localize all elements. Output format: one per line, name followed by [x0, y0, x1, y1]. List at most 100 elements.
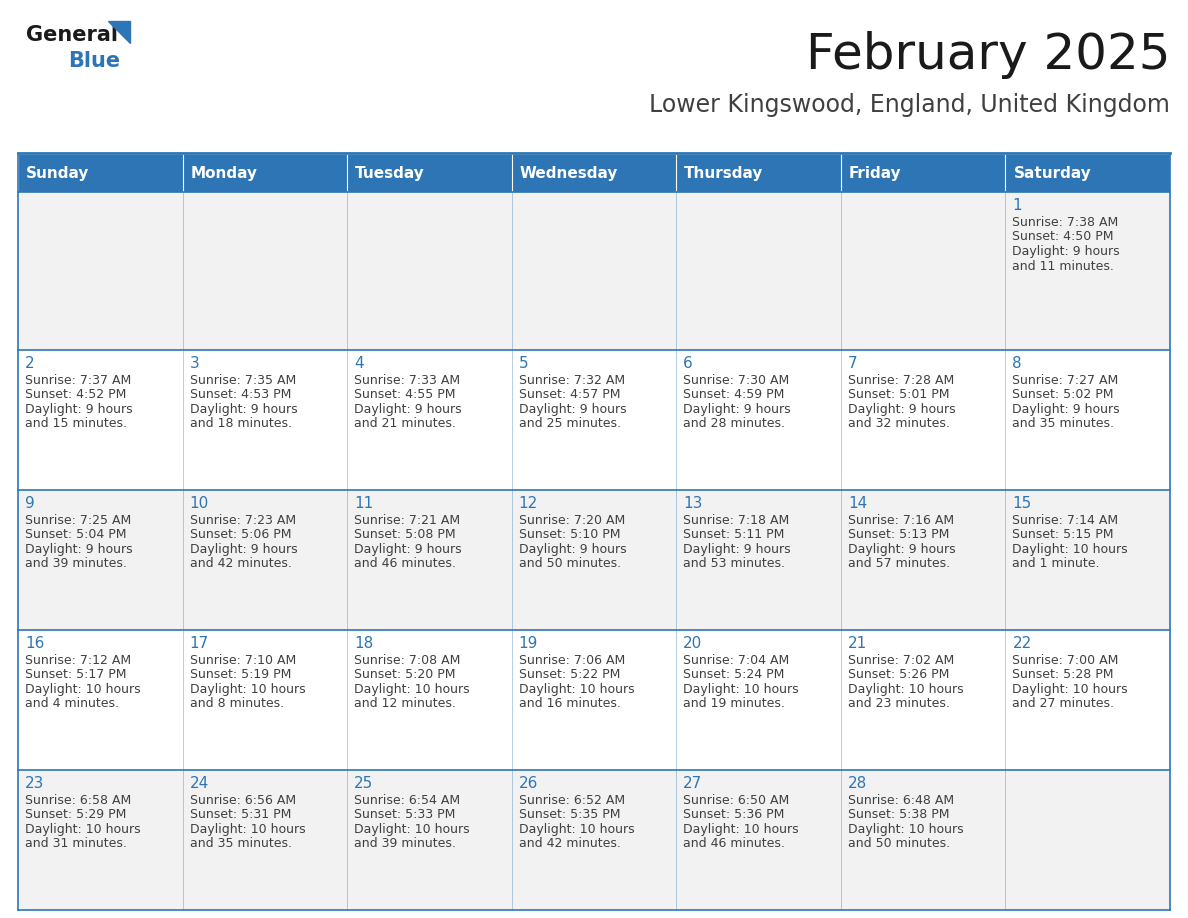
Bar [841, 770, 1005, 910]
Text: Daylight: 10 hours: Daylight: 10 hours [190, 823, 305, 836]
Text: 27: 27 [683, 776, 702, 791]
Text: Sunrise: 7:18 AM: Sunrise: 7:18 AM [683, 514, 790, 527]
Text: Daylight: 9 hours: Daylight: 9 hours [190, 403, 297, 416]
Text: Sunset: 5:11 PM: Sunset: 5:11 PM [683, 529, 784, 542]
Text: 28: 28 [848, 776, 867, 791]
Text: and 42 minutes.: and 42 minutes. [190, 557, 291, 570]
Text: and 31 minutes.: and 31 minutes. [25, 837, 127, 850]
Text: 8: 8 [1012, 356, 1022, 371]
Text: Thursday: Thursday [684, 166, 764, 181]
Text: Tuesday: Tuesday [355, 166, 425, 181]
Text: and 18 minutes.: and 18 minutes. [190, 418, 291, 431]
Text: Sunset: 5:29 PM: Sunset: 5:29 PM [25, 809, 126, 822]
Bar [841, 192, 1005, 350]
Text: 21: 21 [848, 636, 867, 651]
Text: 3: 3 [190, 356, 200, 371]
Text: and 23 minutes.: and 23 minutes. [848, 698, 949, 711]
Text: and 27 minutes.: and 27 minutes. [1012, 698, 1114, 711]
Text: 10: 10 [190, 496, 209, 511]
Text: 15: 15 [1012, 496, 1031, 511]
Text: Wednesday: Wednesday [519, 166, 618, 181]
Text: Daylight: 10 hours: Daylight: 10 hours [190, 683, 305, 696]
Text: Daylight: 10 hours: Daylight: 10 hours [683, 683, 798, 696]
Bar [512, 630, 676, 770]
Text: Daylight: 10 hours: Daylight: 10 hours [25, 823, 140, 836]
Text: 22: 22 [1012, 636, 1031, 651]
Text: Daylight: 9 hours: Daylight: 9 hours [683, 543, 791, 556]
Text: Sunrise: 7:35 AM: Sunrise: 7:35 AM [190, 374, 296, 387]
Text: Sunset: 5:15 PM: Sunset: 5:15 PM [1012, 529, 1114, 542]
Text: 17: 17 [190, 636, 209, 651]
Text: Daylight: 10 hours: Daylight: 10 hours [519, 683, 634, 696]
Text: 23: 23 [25, 776, 44, 791]
Text: and 8 minutes.: and 8 minutes. [190, 698, 284, 711]
Bar [512, 770, 676, 910]
Text: Blue: Blue [68, 51, 120, 71]
Text: Daylight: 9 hours: Daylight: 9 hours [1012, 245, 1120, 258]
Text: Sunset: 5:35 PM: Sunset: 5:35 PM [519, 809, 620, 822]
Text: Sunrise: 6:48 AM: Sunrise: 6:48 AM [848, 794, 954, 807]
Text: Sunrise: 7:02 AM: Sunrise: 7:02 AM [848, 654, 954, 667]
Text: and 35 minutes.: and 35 minutes. [1012, 418, 1114, 431]
Text: Sunrise: 6:50 AM: Sunrise: 6:50 AM [683, 794, 790, 807]
Bar [512, 350, 676, 490]
Text: Sunrise: 7:30 AM: Sunrise: 7:30 AM [683, 374, 790, 387]
Text: Sunrise: 7:38 AM: Sunrise: 7:38 AM [1012, 216, 1119, 229]
Text: and 19 minutes.: and 19 minutes. [683, 698, 785, 711]
Text: Saturday: Saturday [1013, 166, 1092, 181]
Text: Daylight: 9 hours: Daylight: 9 hours [683, 403, 791, 416]
Text: 26: 26 [519, 776, 538, 791]
Bar [183, 155, 347, 192]
Text: and 21 minutes.: and 21 minutes. [354, 418, 456, 431]
Bar [347, 192, 512, 350]
Bar [18, 350, 183, 490]
Bar [676, 770, 841, 910]
Bar [676, 350, 841, 490]
Bar [512, 490, 676, 630]
Text: General: General [26, 25, 118, 45]
Bar [347, 155, 512, 192]
Text: Sunrise: 7:20 AM: Sunrise: 7:20 AM [519, 514, 625, 527]
Bar [1005, 630, 1170, 770]
Text: and 4 minutes.: and 4 minutes. [25, 698, 119, 711]
Text: 7: 7 [848, 356, 858, 371]
Text: 9: 9 [25, 496, 34, 511]
Text: and 28 minutes.: and 28 minutes. [683, 418, 785, 431]
Text: Monday: Monday [190, 166, 258, 181]
Text: Sunrise: 7:21 AM: Sunrise: 7:21 AM [354, 514, 460, 527]
Text: 14: 14 [848, 496, 867, 511]
Text: Sunset: 4:57 PM: Sunset: 4:57 PM [519, 388, 620, 401]
Bar [347, 630, 512, 770]
Text: Daylight: 9 hours: Daylight: 9 hours [1012, 403, 1120, 416]
Bar [676, 192, 841, 350]
Text: Sunrise: 7:25 AM: Sunrise: 7:25 AM [25, 514, 131, 527]
Text: Sunrise: 7:14 AM: Sunrise: 7:14 AM [1012, 514, 1119, 527]
Polygon shape [108, 21, 129, 43]
Text: 18: 18 [354, 636, 373, 651]
Text: Sunrise: 7:08 AM: Sunrise: 7:08 AM [354, 654, 461, 667]
Text: Sunset: 5:31 PM: Sunset: 5:31 PM [190, 809, 291, 822]
Text: Daylight: 10 hours: Daylight: 10 hours [848, 683, 963, 696]
Text: 25: 25 [354, 776, 373, 791]
Text: Sunset: 5:36 PM: Sunset: 5:36 PM [683, 809, 784, 822]
Text: Daylight: 10 hours: Daylight: 10 hours [519, 823, 634, 836]
Text: February 2025: February 2025 [805, 31, 1170, 79]
Text: Sunset: 5:19 PM: Sunset: 5:19 PM [190, 668, 291, 681]
Text: 6: 6 [683, 356, 693, 371]
Text: and 42 minutes.: and 42 minutes. [519, 837, 620, 850]
Text: 11: 11 [354, 496, 373, 511]
Text: 1: 1 [1012, 198, 1022, 213]
Text: Sunset: 5:22 PM: Sunset: 5:22 PM [519, 668, 620, 681]
Text: Sunset: 5:24 PM: Sunset: 5:24 PM [683, 668, 784, 681]
Text: and 11 minutes.: and 11 minutes. [1012, 260, 1114, 273]
Text: Daylight: 9 hours: Daylight: 9 hours [519, 543, 626, 556]
Text: and 57 minutes.: and 57 minutes. [848, 557, 950, 570]
Text: Sunset: 5:02 PM: Sunset: 5:02 PM [1012, 388, 1114, 401]
Bar [1005, 770, 1170, 910]
Text: Daylight: 10 hours: Daylight: 10 hours [354, 823, 469, 836]
Text: and 46 minutes.: and 46 minutes. [354, 557, 456, 570]
Text: Daylight: 9 hours: Daylight: 9 hours [519, 403, 626, 416]
Text: Sunset: 5:28 PM: Sunset: 5:28 PM [1012, 668, 1114, 681]
Text: Sunrise: 7:32 AM: Sunrise: 7:32 AM [519, 374, 625, 387]
Bar [841, 350, 1005, 490]
